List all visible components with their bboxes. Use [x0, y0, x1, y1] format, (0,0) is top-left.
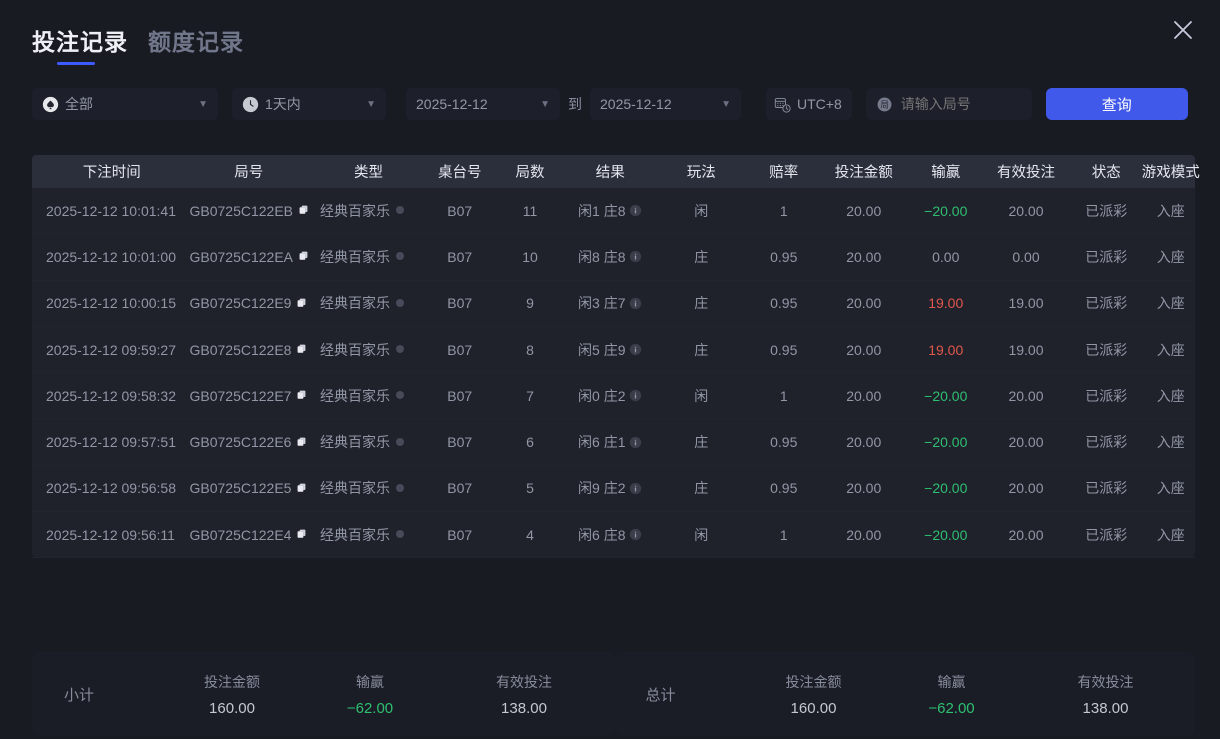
- svg-text:局: 局: [880, 99, 889, 109]
